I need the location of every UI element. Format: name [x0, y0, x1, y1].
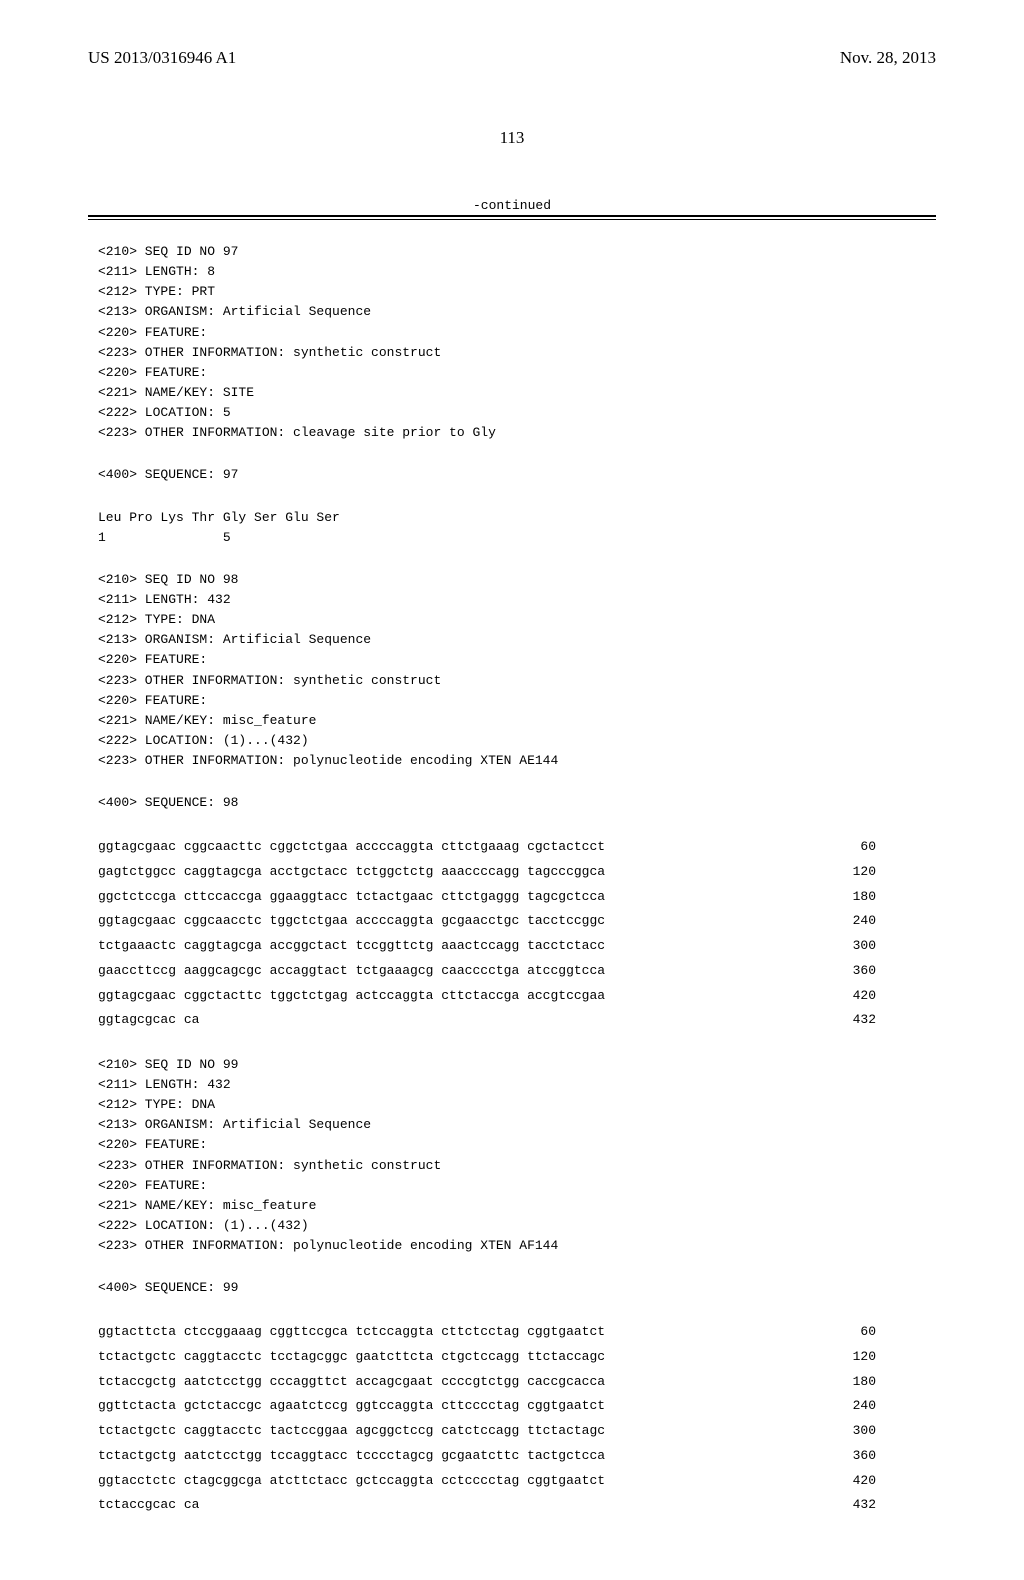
sequence-position: 432	[836, 1493, 876, 1518]
sequence-row: ggctctccga cttccaccga ggaaggtacc tctactg…	[98, 885, 936, 910]
sequence-row: gagtctggcc caggtagcga acctgctacc tctggct…	[98, 860, 936, 885]
sequence-text: tctaccgcac ca	[98, 1493, 199, 1518]
sequence-row: ggtagcgaac cggcaacttc cggctctgaa accccag…	[98, 835, 936, 860]
publication-number: US 2013/0316946 A1	[88, 48, 236, 68]
sequence-meta-block: <210> SEQ ID NO 97 <211> LENGTH: 8 <212>…	[98, 242, 936, 443]
sequence-meta-block: <400> SEQUENCE: 98	[98, 793, 936, 813]
sequence-position: 240	[836, 1394, 876, 1419]
sequence-position: 180	[836, 1370, 876, 1395]
sequence-position: 360	[836, 959, 876, 984]
sequence-text: ggctctccga cttccaccga ggaaggtacc tctactg…	[98, 885, 605, 910]
sequence-text: tctactgctg aatctcctgg tccaggtacc tccccta…	[98, 1444, 605, 1469]
rule-thin	[88, 219, 936, 220]
sequence-row: tctactgctc caggtacctc tcctagcggc gaatctt…	[98, 1345, 936, 1370]
sequence-text: tctgaaactc caggtagcga accggctact tccggtt…	[98, 934, 605, 959]
sequence-position: 420	[836, 1469, 876, 1494]
sequence-text: ggtagcgcac ca	[98, 1008, 199, 1033]
sequence-row: ggtagcgcac ca 432	[98, 1008, 936, 1033]
sequence-position: 60	[836, 1320, 876, 1345]
page-number: 113	[88, 128, 936, 148]
sequence-text: ggtacctctc ctagcggcga atcttctacc gctccag…	[98, 1469, 605, 1494]
sequence-row: tctactgctg aatctcctgg tccaggtacc tccccta…	[98, 1444, 936, 1469]
sequence-text: ggtagcgaac cggcaacctc tggctctgaa accccag…	[98, 909, 605, 934]
sequence-row: ggtacttcta ctccggaaag cggttccgca tctccag…	[98, 1320, 936, 1345]
sequence-text: ggtacttcta ctccggaaag cggttccgca tctccag…	[98, 1320, 605, 1345]
sequence-data-block: ggtacttcta ctccggaaag cggttccgca tctccag…	[88, 1320, 936, 1518]
sequence-position: 120	[836, 860, 876, 885]
sequence-position: 432	[836, 1008, 876, 1033]
sequence-text: gagtctggcc caggtagcga acctgctacc tctggct…	[98, 860, 605, 885]
sequence-text: tctaccgctg aatctcctgg cccaggttct accagcg…	[98, 1370, 605, 1395]
sequence-text: ggtagcgaac cggctacttc tggctctgag actccag…	[98, 984, 605, 1009]
sequence-row: tctgaaactc caggtagcga accggctact tccggtt…	[98, 934, 936, 959]
sequence-meta-block: Leu Pro Lys Thr Gly Ser Glu Ser 1 5	[98, 508, 936, 548]
sequence-row: ggtacctctc ctagcggcga atcttctacc gctccag…	[98, 1469, 936, 1494]
sequence-meta-block: <400> SEQUENCE: 97	[98, 465, 936, 485]
sequence-text: gaaccttccg aaggcagcgc accaggtact tctgaaa…	[98, 959, 605, 984]
sequence-row: tctaccgctg aatctcctgg cccaggttct accagcg…	[98, 1370, 936, 1395]
sequence-row: tctaccgcac ca 432	[98, 1493, 936, 1518]
sequence-position: 240	[836, 909, 876, 934]
sequence-meta-block: <400> SEQUENCE: 99	[98, 1278, 936, 1298]
sequence-row: tctactgctc caggtacctc tactccggaa agcggct…	[98, 1419, 936, 1444]
sequence-position: 60	[836, 835, 876, 860]
sequence-text: tctactgctc caggtacctc tcctagcggc gaatctt…	[98, 1345, 605, 1370]
sequence-row: gaaccttccg aaggcagcgc accaggtact tctgaaa…	[98, 959, 936, 984]
sequence-position: 120	[836, 1345, 876, 1370]
sequence-meta-block: <210> SEQ ID NO 98 <211> LENGTH: 432 <21…	[98, 570, 936, 771]
sequence-data-block: ggtagcgaac cggcaacttc cggctctgaa accccag…	[88, 835, 936, 1033]
rule-thick	[88, 215, 936, 217]
sequence-text: ggttctacta gctctaccgc agaatctccg ggtccag…	[98, 1394, 605, 1419]
continued-label: -continued	[88, 198, 936, 213]
publication-date: Nov. 28, 2013	[840, 48, 936, 68]
sequence-row: ggttctacta gctctaccgc agaatctccg ggtccag…	[98, 1394, 936, 1419]
sequence-text: tctactgctc caggtacctc tactccggaa agcggct…	[98, 1419, 605, 1444]
sequence-position: 180	[836, 885, 876, 910]
sequence-position: 360	[836, 1444, 876, 1469]
sequence-listing-body: <210> SEQ ID NO 97 <211> LENGTH: 8 <212>…	[88, 242, 936, 1518]
sequence-position: 300	[836, 1419, 876, 1444]
page-container: US 2013/0316946 A1 Nov. 28, 2013 113 -co…	[0, 0, 1024, 1580]
sequence-row: ggtagcgaac cggcaacctc tggctctgaa accccag…	[98, 909, 936, 934]
page-header: US 2013/0316946 A1 Nov. 28, 2013	[88, 48, 936, 68]
sequence-position: 300	[836, 934, 876, 959]
sequence-position: 420	[836, 984, 876, 1009]
sequence-text: ggtagcgaac cggcaacttc cggctctgaa accccag…	[98, 835, 605, 860]
sequence-meta-block: <210> SEQ ID NO 99 <211> LENGTH: 432 <21…	[98, 1055, 936, 1256]
sequence-row: ggtagcgaac cggctacttc tggctctgag actccag…	[98, 984, 936, 1009]
